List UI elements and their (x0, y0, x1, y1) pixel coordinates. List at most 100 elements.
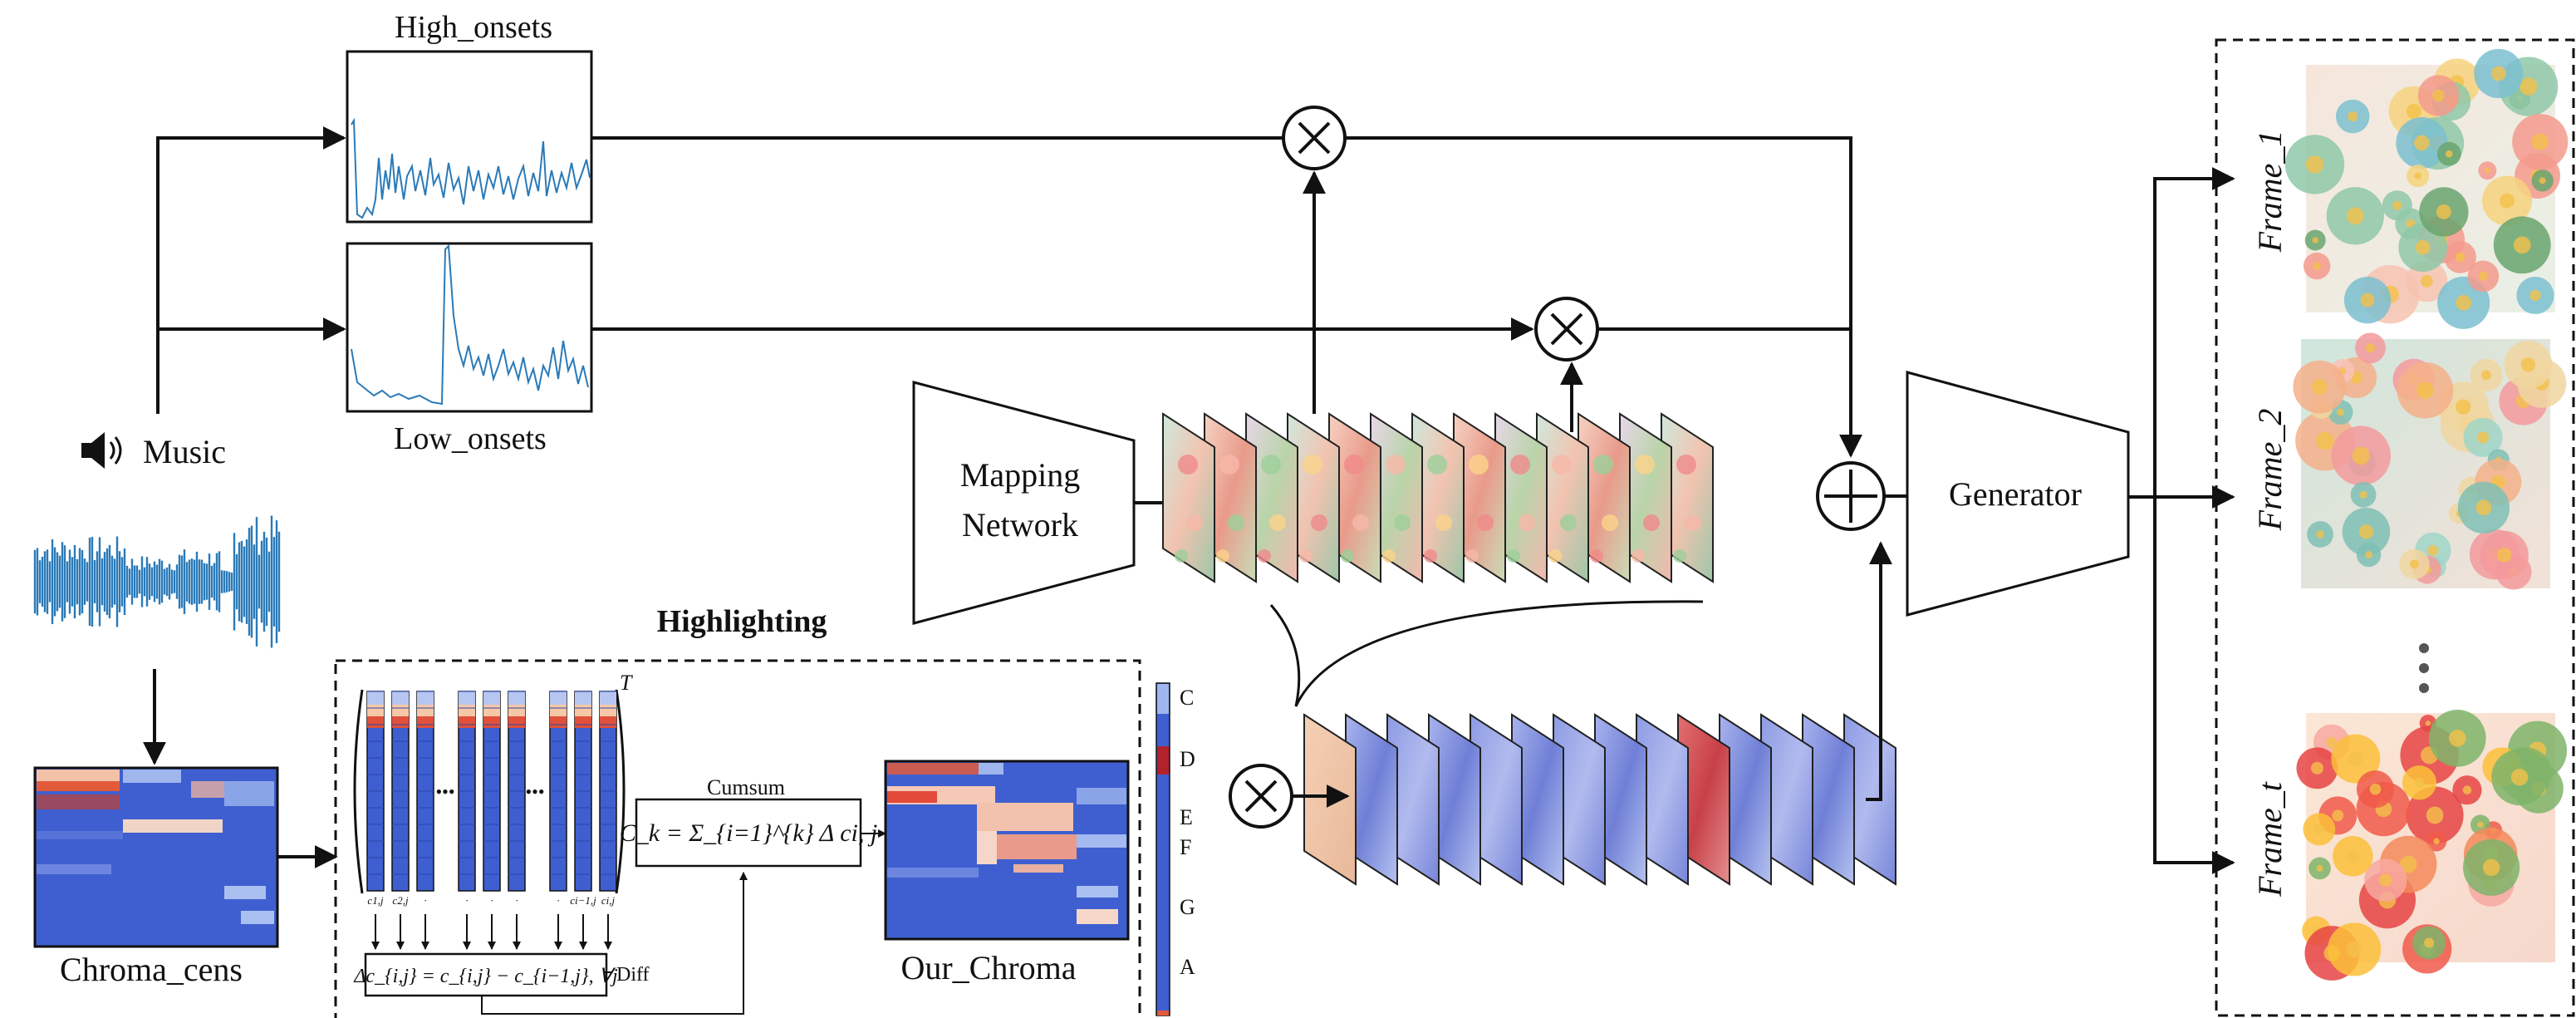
cumsum-formula: C_k = Σ_{i=1}^{k} Δ ci, j (620, 819, 877, 847)
flower-center (2312, 237, 2318, 243)
flower-center (2348, 751, 2363, 766)
note-label: C (1180, 686, 1194, 710)
flower-center (2406, 103, 2421, 120)
frame-t-image (2296, 709, 2568, 981)
flower-center (2424, 937, 2435, 948)
flower-center (2414, 135, 2430, 151)
diff-label: Diff (616, 964, 650, 986)
flower-center (2399, 855, 2417, 873)
high-onsets-curve (351, 117, 591, 219)
ellipsis-2: ••• (525, 781, 544, 802)
flower-center (2358, 524, 2374, 539)
chroma-column (599, 691, 617, 892)
high-onsets-plot (346, 50, 593, 224)
high-onsets-title: High_onsets (395, 10, 552, 45)
flower-center (2365, 551, 2372, 558)
flower-center (2346, 849, 2359, 863)
music-waveform (33, 515, 281, 648)
speaker-icon (81, 432, 122, 469)
multiply-operator-high (1282, 106, 1347, 170)
our-chroma-heatmap (884, 760, 1130, 941)
latent-branch-curve (1269, 600, 1704, 707)
flower-center (2316, 431, 2334, 450)
flower-center (2415, 239, 2431, 255)
flower-center (2316, 864, 2323, 872)
chroma-column (508, 691, 526, 892)
highlighting-box (334, 659, 1141, 1018)
flower-center (2316, 530, 2324, 539)
flower-center (2531, 133, 2549, 150)
flower-center (2332, 809, 2344, 822)
mapping-network-label-line2: Network (962, 506, 1078, 543)
chroma-column-vectors (366, 691, 617, 892)
cool-latent-stack (1303, 713, 1896, 886)
flower-center (2417, 381, 2434, 399)
flower-center (2369, 783, 2382, 795)
flower-center (2337, 408, 2345, 416)
column-label: · (515, 894, 518, 907)
flower-center (2499, 193, 2515, 209)
column-label: · (424, 894, 426, 907)
vertical-ellipsis (2419, 643, 2429, 693)
column-label: · (557, 894, 559, 907)
flower-center (2448, 730, 2466, 747)
output-frames-box (2215, 38, 2575, 1017)
chroma-column (366, 691, 385, 892)
note-label: G (1180, 895, 1195, 919)
latent-card (1162, 412, 1215, 583)
flower-center (2481, 370, 2491, 381)
low-onsets-plot (346, 242, 593, 413)
flower-center (2420, 274, 2433, 288)
flower-center (2352, 446, 2370, 465)
flower-center (2313, 262, 2321, 270)
cumsum-label: Cumsum (707, 775, 785, 799)
flower-center (2455, 252, 2466, 263)
flower-center (2311, 379, 2328, 396)
low-onsets-title: Low_onsets (394, 421, 547, 456)
flower-center (2478, 271, 2489, 282)
flower-center (2539, 177, 2546, 184)
flower-center (2456, 399, 2471, 415)
flower-center (2305, 155, 2324, 174)
flower-center (2456, 294, 2472, 311)
multiply-operator-chroma (1229, 764, 1293, 829)
flower-center (2346, 941, 2363, 958)
note-label: E (1180, 805, 1193, 829)
chroma-column (549, 691, 567, 892)
note-label: D (1180, 747, 1195, 771)
mapping-network-label-line1: Mapping (960, 456, 1080, 494)
flower-center (2365, 343, 2376, 353)
flower-center (2520, 357, 2536, 372)
chroma-cens-heatmap (33, 766, 279, 948)
flower-center (2510, 769, 2529, 786)
flower-center (2348, 111, 2358, 122)
diff-formula: Δc_{i,j} = c_{i,j} − c_{i−1,j}, ∀j (353, 966, 618, 987)
flower-center (2433, 838, 2440, 844)
flower-center (2360, 293, 2375, 307)
flower-center (2426, 806, 2444, 824)
column-label: c2,j (392, 894, 409, 907)
high-product-to-add (1345, 136, 1862, 458)
flower-center (2310, 761, 2323, 775)
frame-2-label: Frame_2 (2251, 409, 2289, 532)
diff-arrows (371, 914, 612, 950)
latent-card (1453, 412, 1506, 583)
chroma-column (483, 691, 501, 892)
frame-t-label: Frame_t (2251, 781, 2289, 898)
flower-center (2427, 544, 2439, 556)
flower-center (2513, 236, 2531, 254)
column-label: ci−1,j (570, 894, 596, 907)
transpose-superscript: T (620, 671, 633, 695)
flower-center (2425, 720, 2431, 726)
chroma-column (574, 691, 592, 892)
our-chroma-label: Our_Chroma (900, 949, 1076, 986)
chroma-product-to-add (1866, 541, 1892, 801)
music-label: Music (143, 433, 226, 470)
diff-to-cumsum-connector (481, 872, 748, 1015)
ellipsis-1: ••• (435, 781, 454, 802)
low-onsets-curve (351, 243, 589, 406)
latent-card (1328, 412, 1381, 583)
multiply-operator-low (1534, 297, 1599, 361)
column-label: · (465, 894, 468, 907)
